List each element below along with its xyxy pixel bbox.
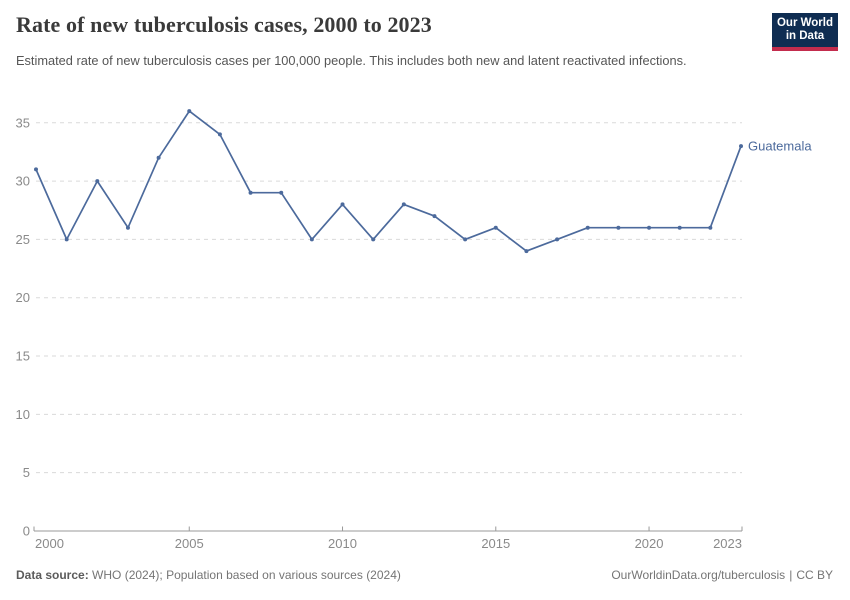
data-point[interactable]: [493, 225, 498, 230]
y-tick-label: 5: [23, 465, 30, 480]
data-source-note: Data source: WHO (2024); Population base…: [16, 568, 401, 582]
x-tick-label: 2015: [481, 536, 510, 551]
chart-footer: Data source: WHO (2024); Population base…: [16, 568, 833, 582]
footer-links: OurWorldinData.org/tuberculosis | CC BY: [611, 568, 833, 582]
y-tick-label: 15: [16, 349, 30, 364]
data-point[interactable]: [585, 225, 590, 230]
data-point[interactable]: [739, 144, 743, 149]
owid-logo-line1: Our World: [776, 16, 833, 29]
x-tick-label: 2020: [635, 536, 664, 551]
y-tick-label: 0: [23, 524, 30, 539]
data-point[interactable]: [187, 109, 192, 114]
data-source-text: WHO (2024); Population based on various …: [92, 568, 401, 582]
owid-url-link[interactable]: OurWorldinData.org/tuberculosis: [611, 568, 786, 582]
data-point[interactable]: [279, 190, 284, 195]
y-tick-label: 20: [16, 290, 30, 305]
data-point[interactable]: [371, 237, 376, 242]
data-point[interactable]: [708, 225, 713, 230]
owid-logo-line2: in Data: [785, 30, 825, 42]
x-tick-label: 2023: [713, 536, 742, 551]
data-point[interactable]: [340, 202, 345, 207]
data-point[interactable]: [309, 237, 314, 242]
data-point[interactable]: [34, 167, 38, 172]
y-tick-label: 25: [16, 232, 30, 247]
chart-subtitle: Estimated rate of new tuberculosis cases…: [16, 53, 687, 68]
data-point[interactable]: [125, 225, 130, 230]
data-point[interactable]: [432, 214, 437, 219]
data-point[interactable]: [217, 132, 222, 137]
x-tick-label: 2010: [328, 536, 357, 551]
owid-logo[interactable]: Our World in Data: [772, 13, 838, 51]
y-tick-label: 10: [16, 407, 30, 422]
entity-label-guatemala[interactable]: Guatemala: [748, 139, 812, 154]
data-point[interactable]: [64, 237, 69, 242]
data-point[interactable]: [156, 155, 161, 160]
chart-title: Rate of new tuberculosis cases, 2000 to …: [16, 12, 432, 37]
x-tick-label: 2005: [175, 536, 204, 551]
data-point[interactable]: [616, 225, 621, 230]
tuberculosis-line-chart[interactable]: 0 5 10 15 20 25 30 35 2000 2005 2010 2015 2020 2023 Gu…: [0, 96, 850, 566]
data-point[interactable]: [248, 190, 253, 195]
data-point[interactable]: [524, 249, 529, 254]
data-point[interactable]: [677, 225, 682, 230]
data-source-label: Data source:: [16, 568, 89, 582]
data-point[interactable]: [95, 179, 100, 184]
data-point[interactable]: [647, 225, 652, 230]
data-point[interactable]: [401, 202, 406, 207]
footer-separator: |: [789, 568, 793, 582]
x-tick-label: 2000: [35, 536, 64, 551]
y-tick-label: 30: [16, 174, 30, 189]
data-point[interactable]: [555, 237, 560, 242]
license-link[interactable]: CC BY: [796, 568, 833, 582]
series-line-guatemala[interactable]: [35, 110, 742, 252]
y-tick-label: 35: [16, 115, 30, 130]
data-point[interactable]: [463, 237, 468, 242]
